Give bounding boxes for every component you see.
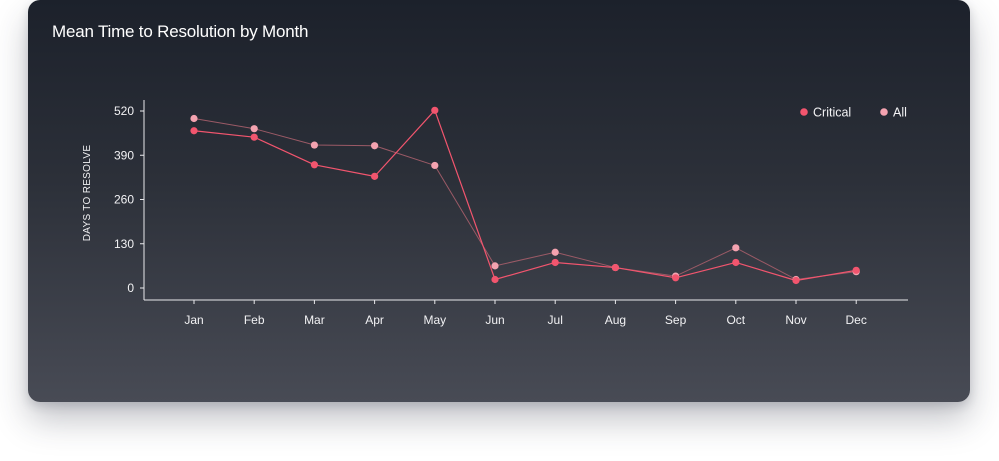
x-tick-label: Aug bbox=[605, 313, 626, 327]
y-tick-label: 520 bbox=[114, 104, 134, 118]
data-point-critical bbox=[611, 263, 620, 272]
y-tick-label: 130 bbox=[114, 237, 134, 251]
data-point-all bbox=[431, 161, 439, 170]
x-tick-label: Feb bbox=[244, 313, 265, 327]
chart-title: Mean Time to Resolution by Month bbox=[52, 22, 309, 41]
legend-marker-critical bbox=[800, 108, 808, 116]
data-point-all bbox=[732, 244, 740, 252]
line-chart: DAYS TO RESOLVE 0 130 260 390 520 Jan Feb Mar Ap… bbox=[82, 100, 908, 327]
series-lines bbox=[193, 109, 857, 282]
data-point-all bbox=[491, 262, 499, 270]
chart-card: Mean Time to Resolution by Month DAYS TO… bbox=[28, 0, 970, 402]
x-tick-label: Jul bbox=[548, 313, 563, 327]
data-point-critical bbox=[491, 275, 499, 284]
data-point-critical bbox=[672, 274, 680, 282]
data-point-all bbox=[250, 125, 258, 133]
x-tick-label: Jan bbox=[184, 313, 203, 327]
x-tick-label: May bbox=[423, 313, 446, 327]
data-point-critical bbox=[190, 127, 198, 135]
data-point-all bbox=[551, 248, 559, 256]
data-point-all bbox=[190, 114, 198, 123]
data-point-critical bbox=[431, 106, 439, 114]
x-tick-label: Apr bbox=[365, 313, 384, 327]
y-tick-label: 260 bbox=[114, 193, 134, 207]
data-point-critical bbox=[310, 161, 318, 169]
x-tick-label: Jun bbox=[485, 313, 504, 327]
series-line-critical bbox=[193, 109, 857, 282]
data-point-critical bbox=[250, 133, 258, 141]
data-point-critical bbox=[852, 266, 860, 274]
x-tick-label: Nov bbox=[785, 313, 806, 327]
legend-marker-all bbox=[880, 108, 888, 116]
series-points bbox=[190, 106, 860, 285]
x-tick-label: Mar bbox=[304, 313, 325, 327]
data-point-critical bbox=[732, 258, 740, 267]
data-point-all bbox=[371, 142, 379, 150]
data-point-critical bbox=[371, 172, 379, 180]
x-tick-label: Oct bbox=[726, 313, 745, 327]
tick-labels: 0 130 260 390 520 Jan Feb Mar Apr May Jun Jul Aug Sep… bbox=[114, 104, 867, 327]
y-axis-title: DAYS TO RESOLVE bbox=[82, 145, 93, 242]
data-point-critical bbox=[551, 258, 559, 267]
data-point-critical bbox=[792, 276, 800, 285]
x-tick-label: Dec bbox=[846, 313, 867, 327]
legend-label-all: All bbox=[893, 106, 907, 120]
y-tick-label: 390 bbox=[114, 148, 134, 162]
data-point-all bbox=[310, 141, 318, 149]
y-tick-label: 0 bbox=[127, 281, 134, 295]
legend: Critical All bbox=[800, 106, 907, 120]
x-tick-label: Sep bbox=[665, 313, 687, 327]
series-line-all bbox=[193, 117, 857, 280]
legend-label-critical: Critical bbox=[813, 106, 851, 120]
